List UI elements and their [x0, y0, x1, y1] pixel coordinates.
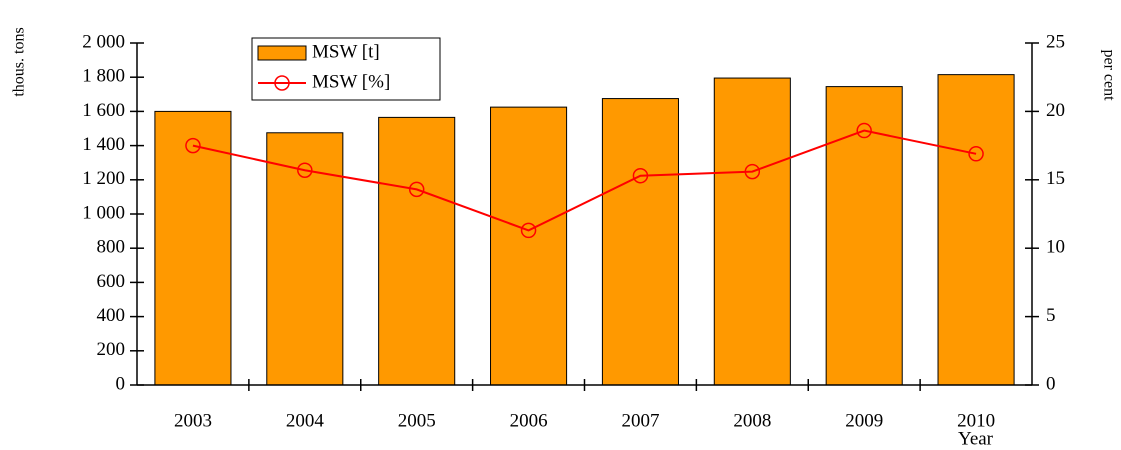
y-tick-label: 200 [97, 339, 126, 360]
y-tick-label: 400 [97, 305, 126, 326]
legend-label: MSW [%] [312, 71, 390, 92]
line-marker [520, 222, 537, 239]
line-marker [744, 163, 761, 180]
y2-tick-label: 20 [1046, 100, 1065, 121]
y-tick-label: 600 [97, 271, 126, 292]
x-axis-label: Year [958, 428, 994, 449]
line-marker [297, 162, 313, 178]
y2-axis-label: per cent [1100, 49, 1117, 101]
y2-tick-label: 15 [1046, 168, 1065, 189]
y-tick-label: 1 600 [82, 100, 125, 121]
x-tick-label: 2005 [398, 410, 436, 431]
x-tick-label: 2004 [286, 410, 325, 431]
x-tick-label: 2008 [733, 410, 771, 431]
bar [937, 74, 1015, 386]
y-axis-label: thous. tons [11, 27, 28, 96]
y-tick-label: 1 400 [82, 134, 125, 155]
legend-label: MSW [t] [312, 41, 380, 62]
line-marker [856, 122, 872, 139]
bar [490, 106, 568, 386]
bar [713, 77, 791, 386]
legend-swatch [257, 45, 307, 61]
y2-tick-label: 0 [1046, 373, 1056, 394]
legend-marker [274, 75, 290, 91]
y2-tick-label: 25 [1046, 31, 1065, 52]
line [192, 129, 977, 232]
line-marker [185, 137, 201, 154]
y-tick-label: 1 800 [82, 66, 125, 87]
y2-tick-label: 10 [1046, 237, 1065, 258]
x-tick-label: 2010 [957, 410, 995, 431]
line-marker [408, 181, 425, 198]
y-tick-label: 0 [116, 373, 126, 394]
y-tick-label: 800 [97, 237, 126, 258]
y2-tick-label: 5 [1046, 305, 1056, 326]
x-tick-label: 2006 [510, 410, 548, 431]
y-tick-label: 2 000 [82, 31, 125, 52]
x-tick-label: 2009 [845, 410, 883, 431]
x-tick-label: 2003 [174, 410, 212, 431]
bar [154, 110, 232, 386]
y-tick-label: 1 200 [82, 168, 125, 189]
x-tick-label: 2007 [621, 410, 659, 431]
line-marker [632, 167, 649, 184]
bar [378, 116, 456, 386]
bar [601, 98, 679, 386]
line-marker [968, 146, 984, 162]
y-tick-label: 1 000 [82, 202, 125, 223]
